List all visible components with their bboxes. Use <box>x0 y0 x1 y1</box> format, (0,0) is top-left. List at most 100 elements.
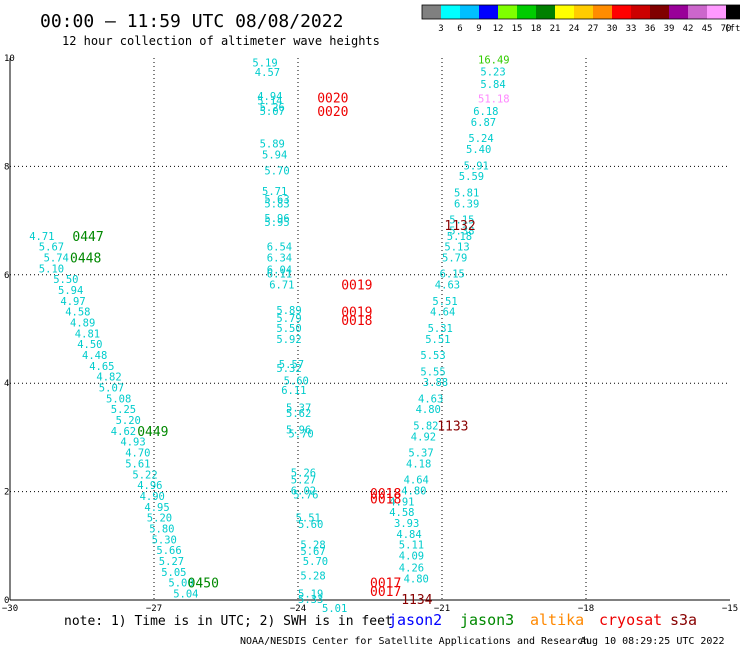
time-label: 1134 <box>401 593 432 608</box>
y-tick-label: 10 <box>4 54 15 64</box>
swh-value: 4.63 <box>435 280 460 292</box>
swh-value: 4.58 <box>65 307 90 319</box>
swh-value: 5.67 <box>300 546 325 558</box>
swh-value: 5.92 <box>276 334 301 346</box>
time-label: 0447 <box>72 230 103 245</box>
scale-swatch <box>688 5 707 19</box>
swh-value: 6.02 <box>291 486 316 498</box>
swh-value: 4.64 <box>430 307 455 319</box>
swh-value: 5.15 <box>449 215 474 227</box>
swh-value: 16.49 <box>478 55 510 67</box>
swh-value: 5.28 <box>300 540 325 552</box>
swh-value: 4.84 <box>396 529 421 541</box>
swh-value: 4.80 <box>416 404 441 416</box>
scale-label: 6 <box>457 24 462 34</box>
swh-value: 6.04 <box>267 264 292 276</box>
swh-value: 5.79 <box>442 252 467 264</box>
time-label: 0017 <box>370 577 401 592</box>
swh-value: 4.26 <box>399 562 424 574</box>
swh-value: 5.51 <box>432 296 457 308</box>
swh-value: 5.51 <box>296 513 321 525</box>
swh-value: 4.62 <box>111 426 136 438</box>
scale-label: 15 <box>512 24 523 34</box>
time-label: 0020 <box>317 92 348 107</box>
swh-value: 5.74 <box>44 252 69 264</box>
swh-value: 5.25 <box>111 404 136 416</box>
swh-value: 5.63 <box>264 194 289 206</box>
scale-label: 24 <box>569 24 580 34</box>
swh-value: 5.07 <box>99 383 124 395</box>
y-tick-label: 0 <box>4 596 9 606</box>
time-label: 0017 <box>370 585 401 600</box>
scale-label: 39 <box>664 24 675 34</box>
scale-swatch <box>422 5 441 19</box>
swh-value: 5.94 <box>58 285 83 297</box>
swh-value: 4.94 <box>257 91 282 103</box>
swh-value: 4.57 <box>255 67 280 79</box>
swh-value: 6.15 <box>440 269 465 281</box>
swh-value: 5.37 <box>286 403 311 415</box>
swh-value: 5.57 <box>279 359 304 371</box>
swh-value: 4.50 <box>77 339 102 351</box>
swh-value: 5.23 <box>480 67 505 79</box>
swh-value: 5.13 <box>444 242 469 254</box>
swh-value: 5.20 <box>147 513 172 525</box>
scale-label: 33 <box>626 24 637 34</box>
swh-value: 4.90 <box>140 491 165 503</box>
swh-value: 5.89 <box>276 305 301 317</box>
scale-swatch <box>441 5 460 19</box>
axis-ticks: −30 −27 −24 −21 −18 −15 0 2 4 6 8 10 <box>2 54 738 614</box>
satellite-legend: jason2 jason3 altika cryosat s3a <box>388 611 697 629</box>
scale-label: 42 <box>683 24 694 34</box>
legend-jason2: jason2 <box>388 611 442 629</box>
swh-value: 5.84 <box>480 79 505 91</box>
scale-swatch <box>707 5 726 19</box>
swh-value: 5.60 <box>298 519 323 531</box>
x-tick-label: −21 <box>434 604 450 614</box>
swh-value: 5.60 <box>284 375 309 387</box>
time-label: 0019 <box>341 279 372 294</box>
swh-value: 6.71 <box>269 280 294 292</box>
time-label: 1133 <box>437 419 468 434</box>
swh-value: 5.70 <box>303 556 328 568</box>
swh-value: 5.51 <box>425 334 450 346</box>
scale-label: 45 <box>702 24 713 34</box>
swh-value: 4.63 <box>418 393 443 405</box>
swh-value: 6.11 <box>281 385 306 397</box>
scale-label: 3 <box>438 24 443 34</box>
time-label: 0020 <box>317 105 348 120</box>
swh-value: 5.96 <box>286 424 311 436</box>
footer-timestamp: Aug 10 08:29:25 UTC 2022 <box>580 636 725 647</box>
swh-value: 5.83 <box>264 198 289 210</box>
scale-swatch <box>669 5 688 19</box>
y-tick-label: 6 <box>4 271 9 281</box>
scale-swatch <box>726 5 740 19</box>
swh-value: 4.91 <box>389 496 414 508</box>
swh-value: 5.08 <box>106 393 131 405</box>
swh-value: 5.24 <box>468 133 493 145</box>
swh-value: 4.18 <box>406 458 431 470</box>
swh-value: 4.09 <box>399 551 424 563</box>
swh-value: 5.05 <box>161 567 186 579</box>
time-label: 0449 <box>137 425 168 440</box>
swh-value: 5.04 <box>173 588 198 600</box>
time-label: 0018 <box>370 493 401 508</box>
scale-label: 70 <box>721 24 732 34</box>
swh-value: 6.34 <box>267 252 292 264</box>
scale-swatch <box>593 5 612 19</box>
legend-cryosat: cryosat <box>599 611 662 629</box>
swh-value: 5.38 <box>449 225 474 237</box>
swh-value: 5.27 <box>159 556 184 568</box>
swh-value: 6.87 <box>471 117 496 129</box>
swh-value: 3.88 <box>423 377 448 389</box>
swh-value: 5.82 <box>413 420 438 432</box>
swh-value: 4.71 <box>29 231 54 243</box>
scale-swatch <box>574 5 593 19</box>
swh-value: 5.26 <box>291 468 316 480</box>
swh-value: 5.50 <box>276 323 301 335</box>
scale-label: 9 <box>476 24 481 34</box>
swh-value: 4.81 <box>75 328 100 340</box>
y-tick-label: 8 <box>4 162 9 172</box>
legend-jason3: jason3 <box>460 611 514 629</box>
scale-label: 36 <box>645 24 656 34</box>
